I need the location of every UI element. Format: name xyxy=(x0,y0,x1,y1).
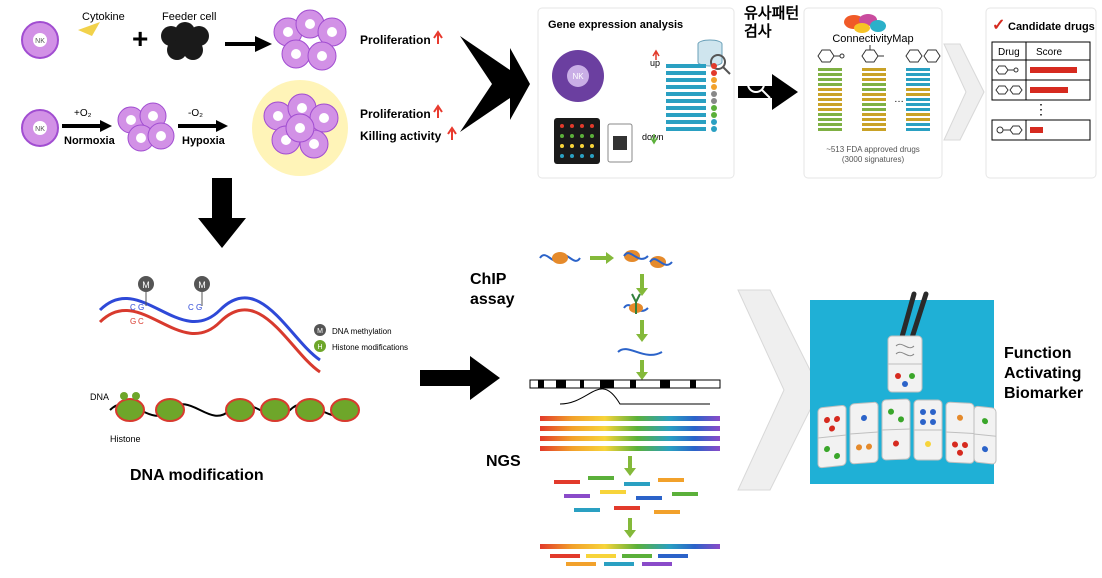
ngs-aligned xyxy=(540,544,720,566)
korean-label-1: 유사패턴 xyxy=(744,5,799,22)
killing-label: Killing activity xyxy=(360,129,442,143)
svg-text:…: … xyxy=(894,94,904,105)
ngs-short-reads xyxy=(554,476,698,514)
proliferated-cluster-1 xyxy=(274,10,346,70)
check-icon: ✓ xyxy=(992,17,1005,34)
arrow-converge xyxy=(460,36,530,132)
arrow-small-1 xyxy=(225,36,272,52)
svg-text:G: G xyxy=(138,303,144,312)
hypoxia-label: Hypoxia xyxy=(182,135,226,147)
drug-ellipsis: ⋮ xyxy=(1034,101,1048,117)
svg-text:NK: NK xyxy=(35,126,45,133)
ngs-title: NGS xyxy=(486,453,521,470)
col-score: Score xyxy=(1036,47,1063,58)
nk-cell-single: NK xyxy=(22,22,58,58)
arrow-hypoxia xyxy=(178,120,228,132)
proliferation-label-1: Proliferation xyxy=(360,33,431,47)
arrow-down-to-dna xyxy=(198,178,246,248)
gene-panel-title: Gene expression analysis xyxy=(548,19,683,31)
gene-up: up xyxy=(650,58,660,68)
minus-o2: -O₂ xyxy=(188,108,203,119)
cytokine-icon xyxy=(78,22,100,36)
cmap-title: ConnectivityMap xyxy=(832,33,913,45)
svg-text:NK: NK xyxy=(35,38,45,45)
ngs-long-reads xyxy=(540,416,720,451)
up-arrow-3 xyxy=(448,128,456,140)
svg-text:Biomarker: Biomarker xyxy=(1004,385,1083,402)
up-arrow-2 xyxy=(434,106,442,118)
plus-sign: + xyxy=(132,23,148,54)
biomarker-title: Function Activating Biomarker xyxy=(1004,345,1083,402)
nk-cell-single-2: NK xyxy=(22,110,58,146)
hypoxia-cluster xyxy=(252,80,348,176)
arrow-cmap-to-drugs xyxy=(944,44,984,140)
arrow-dna-to-chip xyxy=(420,356,500,400)
candidate-drugs-panel: ✓ Candidate drugs Drug Score ⋮ xyxy=(986,8,1096,178)
chip-workflow xyxy=(540,250,672,380)
legend-h: Histone modifications xyxy=(332,343,408,352)
cell-culture-panel: NK Cytokine + Feeder cell Proliferation xyxy=(22,10,456,176)
svg-text:G: G xyxy=(196,303,202,312)
proliferation-label-2: Proliferation xyxy=(360,107,431,121)
dna-legend: M DNA methylation H Histone modification… xyxy=(314,324,408,352)
cmap-sub-2: (3000 signatures) xyxy=(842,155,905,164)
chip-title-2: assay xyxy=(470,291,515,308)
dna-label: DNA xyxy=(90,392,109,402)
arrow-gene-to-cmap xyxy=(738,74,798,110)
microarray-icon xyxy=(554,118,600,164)
svg-text:H: H xyxy=(317,344,322,351)
histones xyxy=(110,392,359,421)
chip-ngs-panel: ChIP assay NGS xyxy=(470,250,720,566)
slide-icon xyxy=(608,124,632,162)
cytokine-label: Cytokine xyxy=(82,11,125,23)
svg-text:M: M xyxy=(142,280,150,290)
feeder-label: Feeder cell xyxy=(162,11,216,23)
svg-text:NK: NK xyxy=(572,72,584,81)
gene-expression-panel: Gene expression analysis NK up xyxy=(538,8,734,178)
histone-label: Histone xyxy=(110,434,141,444)
svg-text:M: M xyxy=(317,328,323,335)
drugs-title: Candidate drugs xyxy=(1008,21,1095,33)
arrow-normoxia xyxy=(62,120,112,132)
svg-text:C: C xyxy=(138,317,144,326)
normoxia-label: Normoxia xyxy=(64,135,116,147)
up-arrow-1 xyxy=(434,32,442,44)
svg-text:G: G xyxy=(130,317,136,326)
chip-title-1: ChIP xyxy=(470,271,507,288)
domino-row xyxy=(818,399,996,468)
cmap-sub-1: ~513 FDA approved drugs xyxy=(826,145,920,154)
feeder-cluster xyxy=(161,22,209,60)
legend-m: DNA methylation xyxy=(332,327,392,336)
cmap-panel: ConnectivityMap … ~513 FDA approved drug… xyxy=(804,8,942,178)
arrow-to-biomarker xyxy=(738,290,820,490)
biomarker-panel xyxy=(810,294,996,484)
svg-text:C: C xyxy=(130,303,136,312)
svg-text:Activating: Activating xyxy=(1004,365,1081,382)
dna-mod-title: DNA modification xyxy=(130,467,264,484)
col-drug: Drug xyxy=(998,47,1020,58)
svg-text:Function: Function xyxy=(1004,345,1072,362)
korean-label-2: 검사 xyxy=(744,22,772,40)
normoxia-cluster xyxy=(118,103,174,151)
svg-text:M: M xyxy=(198,280,206,290)
plus-o2: +O₂ xyxy=(74,108,92,119)
dna-modification-panel: M M CG GC CG DNA Histone M DNA methylati… xyxy=(90,276,408,484)
svg-text:C: C xyxy=(188,303,194,312)
